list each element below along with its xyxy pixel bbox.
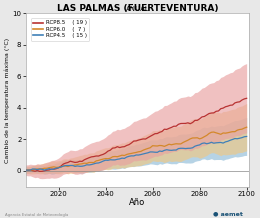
Title: LAS PALMAS (FUERTEVENTURA): LAS PALMAS (FUERTEVENTURA) [57,4,218,13]
Text: ANUAL: ANUAL [125,6,149,12]
Text: Agencia Estatal de Meteorología: Agencia Estatal de Meteorología [5,213,69,217]
Y-axis label: Cambio de la temperatura máxima (°C): Cambio de la temperatura máxima (°C) [4,37,10,162]
Legend: RCP8.5    ( 19 ), RCP6.0    (  7 ), RCP4.5    ( 15 ): RCP8.5 ( 19 ), RCP6.0 ( 7 ), RCP4.5 ( 15… [31,18,89,41]
Text: ● aemet: ● aemet [213,212,243,217]
X-axis label: Año: Año [129,198,145,207]
